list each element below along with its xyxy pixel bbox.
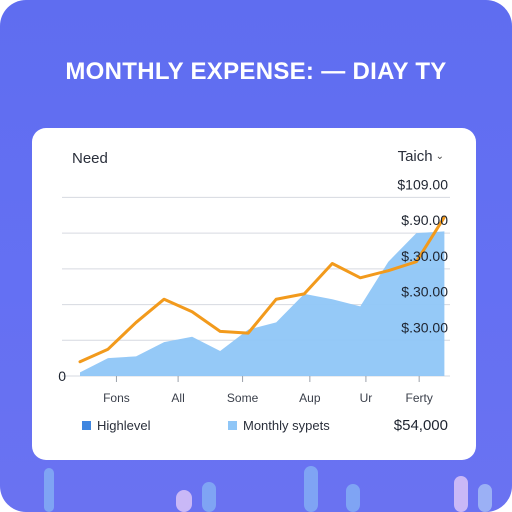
legend-item-highlevel: Highlevel [82,418,150,433]
x-tick-label: Aup [299,391,321,405]
total-value: $54,000 [393,417,448,434]
decor-bar [202,482,216,512]
y-tick-label: $.30.00 [401,284,448,300]
chart-card: Need Taich ⌄ Fons All Some Aup Ur Ferty 0 $.30.… [32,128,476,460]
x-tick-label: Fons [103,391,130,405]
legend-swatch-monthly [228,421,237,430]
area-series-monthly [80,231,445,376]
legend-item-monthly: Monthly sypets [228,418,330,433]
decor-bar [346,484,360,512]
legend-label-monthly: Monthly sypets [243,418,330,433]
x-tick-label: Ur [360,391,373,405]
decor-bar [454,476,468,512]
decorative-bars [44,466,492,512]
decor-bar [304,466,318,512]
legend-swatch-highlevel [82,421,91,430]
decor-bar [44,468,54,512]
card-heading: Need [72,150,108,167]
page-title: MONTHLY EXPENSE: — DIAY TY [65,58,447,85]
x-tick-label: Ferty [405,391,432,405]
chart-plot: Fons All Some Aup Ur Ferty 0 $.30.00 $.30.00 $.30… [58,176,450,405]
decor-bar [478,484,492,512]
chevron-down-icon: ⌄ [435,151,444,162]
line-series-highlevel [78,215,446,364]
decor-bar [176,490,192,512]
legend-label-highlevel: Highlevel [97,418,151,433]
y-tick-label: 0 [58,368,66,384]
y-tick-label: $.90.00 [401,212,448,228]
dropdown-label: Taich [397,148,433,165]
y-tick-label: $109.00 [397,176,448,192]
y-tick-label: $.30.00 [401,248,448,264]
y-tick-label: $.30.00 [401,319,448,335]
period-dropdown[interactable]: Taich ⌄ [398,148,444,165]
x-tick-label: Some [227,391,259,405]
x-tick-label: All [171,391,184,405]
